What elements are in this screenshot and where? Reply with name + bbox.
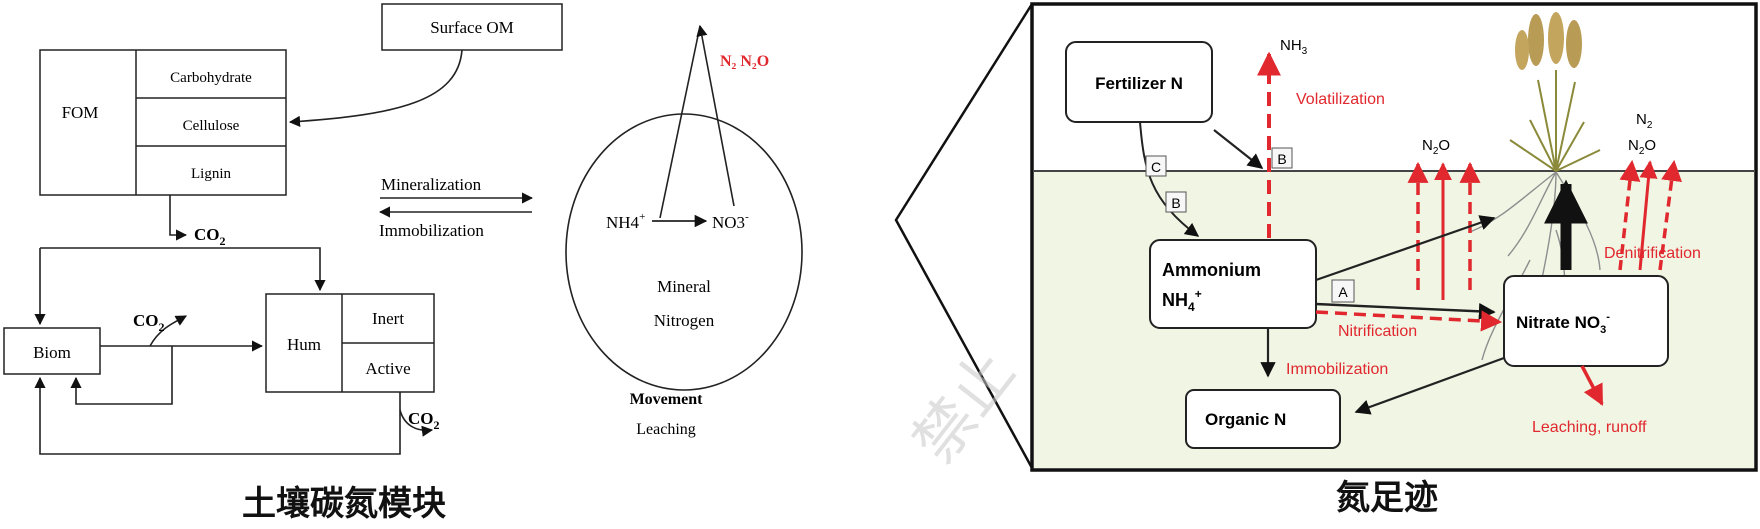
hum-label: Hum [287,335,321,354]
nitrate-label: Nitrate NO3- [1516,311,1610,336]
no3-label: NO3- [712,211,749,232]
biom-box [3,327,101,375]
surface-om-label: Surface OM [430,18,514,37]
fom-label: FOM [62,103,99,122]
n2-n2o-label: N₂ N₂O [720,53,769,70]
volatilization-label: Volatilization [1296,91,1385,108]
cellulose-label: Cellulose [183,118,240,134]
ammonium-to-plant-arrow [1315,215,1496,282]
mineralization-label: Mineralization [381,175,482,194]
gas-arrow-left [659,25,701,219]
active-label: Active [365,359,410,378]
n2-label: N2 [1636,111,1653,131]
immobilization-label: Immobilization [379,221,484,240]
label-b2-box [1165,191,1187,213]
zoom-pointer [894,3,1034,469]
nitrification-red-arrow [1315,310,1503,332]
nh4-label: NH4+ [606,211,645,232]
hum-to-biom-arrow [34,376,401,455]
immobilization-label-right: Immobilization [1286,361,1388,378]
biom-label: Biom [33,343,71,362]
movement-label: Movement [630,391,704,408]
label-b1-box [1271,147,1293,169]
nh4-formula: NH4+ [1162,287,1202,314]
ammonium-box [1149,239,1317,329]
soil-cn-module: Surface OM FOM Carbohydrate Cellulose Li… [3,3,803,455]
denit-arrow-3 [1658,159,1682,271]
nitrification-arrow [1315,302,1496,320]
nitrogen-footprint-caption: 氮足迹 [1336,478,1438,518]
label-b2: B [1171,195,1180,211]
inert-label: Inert [372,309,404,328]
to-hum-arrow [40,247,326,292]
nitrogen-label: Nitrogen [654,311,715,330]
label-b1: B [1277,151,1286,167]
denitrification-label: Denitrification [1604,245,1701,262]
label-a-box [1331,279,1355,303]
hum-co2-label: CO2 [408,409,440,432]
surface-om-box [381,3,563,51]
nitrogen-footprint-panel: Fertilizer N NH3 Volatilization B C B N2… [1030,2,1758,472]
biom-self-loop [70,346,173,405]
label-a: A [1338,284,1348,300]
denit-arrow-1 [1618,159,1641,271]
biom-co2-label: CO2 [133,311,165,334]
organic-n-label: Organic N [1205,410,1286,429]
ammonium-label: Ammonium [1162,260,1261,280]
lignin-label: Lignin [191,166,231,182]
fom-box [39,49,287,196]
nitrate-to-organic-arrow [1354,356,1505,415]
gas-arrow [696,24,735,207]
biom-co2-arrow [149,315,187,347]
fertilizer-label: Fertilizer N [1095,74,1183,93]
leaching-runoff-label: Leaching, runoff [1532,419,1647,436]
n2o-label-1: N2O [1422,137,1450,157]
carbohydrate-label: Carbohydrate [170,70,252,86]
fom-co2-arrow [169,195,188,241]
fom-co2-label: CO2 [194,225,226,248]
nh3-label: NH3 [1280,37,1308,57]
label-c: C [1151,159,1161,175]
mineral-label: Mineral [657,277,711,296]
denit-arrow-2 [1638,160,1658,271]
leaching-label: Leaching [636,421,696,438]
fertilizer-to-ammonium-arrow [1139,121,1200,237]
surface-om-to-cellulose-arrow [288,49,463,127]
mineral-nitrogen-circle [565,113,803,391]
nitrification-label: Nitrification [1338,323,1417,340]
wheat-plant [1469,12,1601,361]
fertilizer-to-soil-arrow [1213,129,1264,169]
soil-cn-caption: 土壤碳氮模块 [242,484,446,524]
hum-co2-arrow [399,409,434,437]
nitrate-box [1503,275,1669,367]
n2o-label-2: N2O [1628,137,1656,157]
organic-n-box [1185,389,1341,449]
fertilizer-box [1065,41,1213,123]
leaching-arrow [1580,365,1604,406]
label-c-box [1145,155,1167,177]
